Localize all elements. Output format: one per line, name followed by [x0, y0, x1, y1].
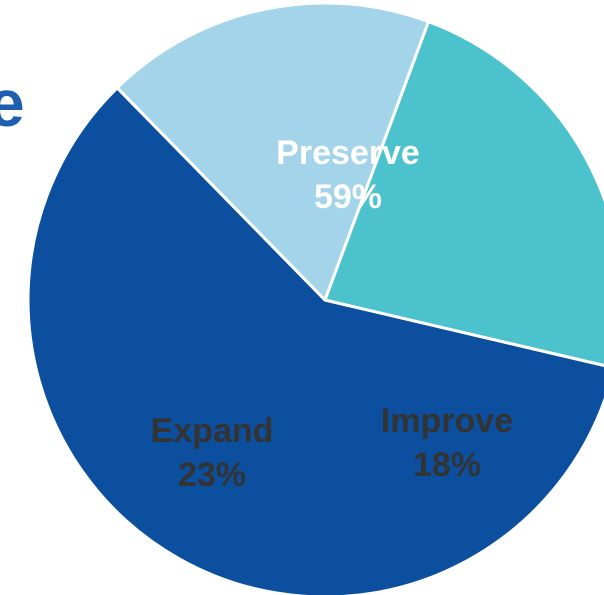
pie-labels: Preserve 59% Improve 18% Expand 23% — [151, 134, 514, 494]
slice-label-preserve: Preserve — [276, 134, 420, 172]
cropped-title-fragment: e — [0, 66, 25, 140]
slice-value-expand: 23% — [178, 456, 246, 494]
slice-label-improve: Improve — [381, 402, 513, 440]
slice-value-improve: 18% — [413, 446, 481, 484]
pie-slice-improve — [115, 1, 431, 302]
pie-slices — [26, 1, 604, 595]
slice-label-expand: Expand — [151, 412, 274, 450]
pie-slice-expand — [323, 20, 604, 367]
pie-slice-preserve — [26, 86, 604, 595]
slice-value-preserve: 59% — [314, 178, 382, 216]
